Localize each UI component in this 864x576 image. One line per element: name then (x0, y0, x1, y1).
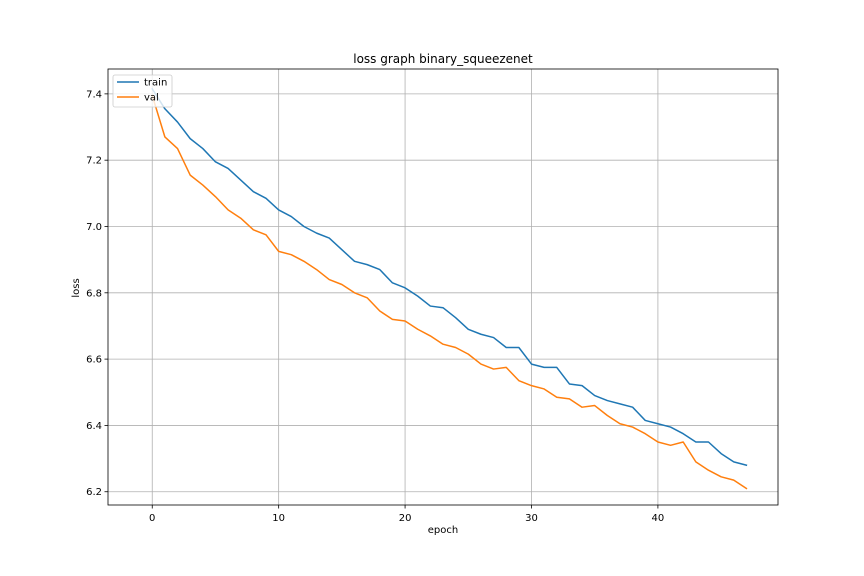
x-tick-label: 20 (399, 513, 412, 524)
x-tick-label: 30 (525, 513, 538, 524)
series-lines (151, 87, 748, 490)
y-tick-label: 6.4 (86, 421, 102, 432)
legend-train-label: train (144, 78, 167, 89)
grid (108, 69, 778, 505)
series-line-val (151, 94, 748, 490)
x-tick-label: 40 (652, 513, 665, 524)
y-tick-label: 6.8 (86, 288, 102, 299)
y-axis-label: loss (71, 278, 82, 297)
x-axis-label: epoch (428, 525, 458, 536)
x-axis-ticks: 0 10 20 30 40 (149, 505, 664, 524)
y-tick-label: 6.6 (86, 355, 102, 366)
plot-frame (107, 68, 779, 506)
y-tick-label: 7.2 (86, 156, 102, 167)
y-tick-label: 7.0 (86, 222, 102, 233)
x-tick-label: 0 (149, 513, 155, 524)
y-tick-label: 7.4 (86, 89, 102, 100)
legend-val-label: val (144, 93, 159, 104)
chart-title: loss graph binary_squeezenet (353, 52, 533, 66)
series-line-train (151, 87, 748, 467)
y-axis-ticks: 6.2 6.4 6.6 6.8 7.0 7.2 7.4 (86, 89, 108, 498)
y-tick-label: 6.2 (86, 487, 102, 498)
legend: train val (112, 74, 173, 108)
legend-box (112, 74, 173, 108)
x-tick-label: 10 (272, 513, 285, 524)
